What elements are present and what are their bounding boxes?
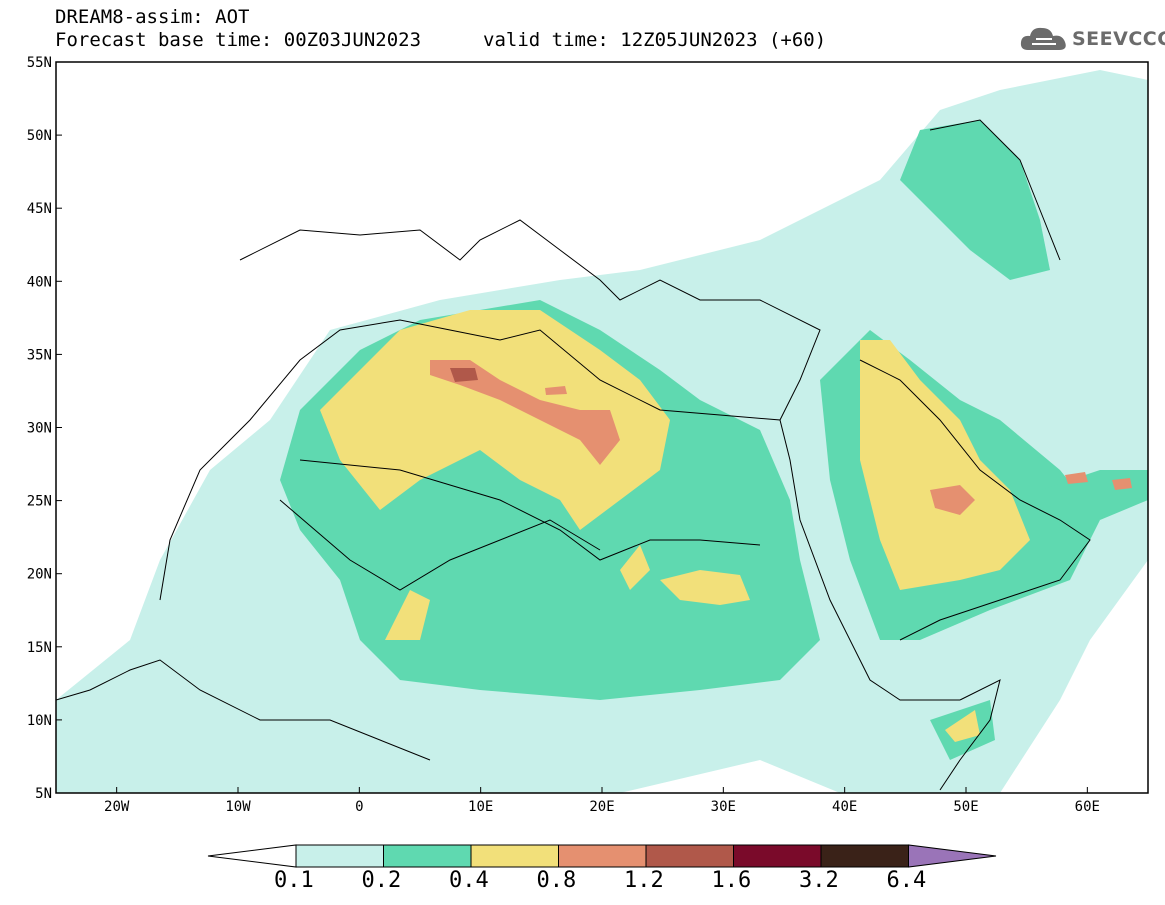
lat-label: 15N <box>27 640 52 656</box>
lat-label: 35N <box>27 347 52 363</box>
logo-text: SEEVCCC <box>1072 28 1165 50</box>
colorbar-segment <box>733 844 822 868</box>
lat-label: 30N <box>27 421 52 437</box>
lon-label: 20E <box>589 799 614 815</box>
lon-label: 10W <box>225 799 251 815</box>
axis-ticks <box>56 61 1088 794</box>
lon-label: 10E <box>468 799 493 815</box>
lon-label: 0 <box>355 799 363 815</box>
lat-label: 45N <box>27 201 52 217</box>
lat-label: 20N <box>27 567 52 583</box>
lat-label: 55N <box>27 55 52 71</box>
lat-label: 10N <box>27 713 52 729</box>
colorbar-label: 6.4 <box>886 868 927 893</box>
lon-label: 60E <box>1075 799 1100 815</box>
lon-label: 30E <box>711 799 736 815</box>
seevccc-logo: SEEVCCC <box>1018 22 1165 56</box>
forecast-base-time: Forecast base time: 00Z03JUN2023 <box>55 29 422 51</box>
aot-field <box>56 70 1148 793</box>
lon-label: 20W <box>104 799 130 815</box>
colorbar-label: 0.4 <box>449 868 489 893</box>
colorbar-label: 1.2 <box>624 868 664 893</box>
colorbar-max-arrow <box>908 844 997 868</box>
lat-label: 50N <box>27 128 52 144</box>
cloud-icon <box>1020 27 1066 50</box>
colorbar <box>207 844 997 868</box>
colorbar-label: 0.1 <box>274 868 314 893</box>
latitude-labels: 55N 50N 45N 40N 35N 30N 25N 20N 15N 10N 5N <box>27 55 52 802</box>
colorbar-segment <box>383 844 472 868</box>
valid-time: valid time: 12Z05JUN2023 (+60) <box>483 29 827 51</box>
colorbar-label: 1.6 <box>711 868 752 893</box>
colorbar-segment <box>558 844 647 868</box>
longitude-labels: 20W 10W 0 10E 20E 30E 40E 50E 60E <box>104 799 1100 815</box>
colorbar-min-arrow <box>207 844 297 868</box>
colorbar-segment <box>645 844 734 868</box>
lon-label: 50E <box>953 799 978 815</box>
lat-label: 25N <box>27 494 52 510</box>
coastlines <box>56 119 1091 791</box>
colorbar-segment <box>470 844 559 868</box>
lat-label: 5N <box>35 786 52 802</box>
colorbar-label: 3.2 <box>799 868 839 893</box>
colorbar-label: 0.8 <box>536 868 577 893</box>
lat-label: 40N <box>27 274 52 290</box>
map-title: DREAM8-assim: AOT <box>55 6 250 28</box>
colorbar-label: 0.2 <box>361 868 402 893</box>
colorbar-segment <box>295 844 384 868</box>
colorbar-segment <box>820 844 909 868</box>
lon-label: 40E <box>832 799 857 815</box>
